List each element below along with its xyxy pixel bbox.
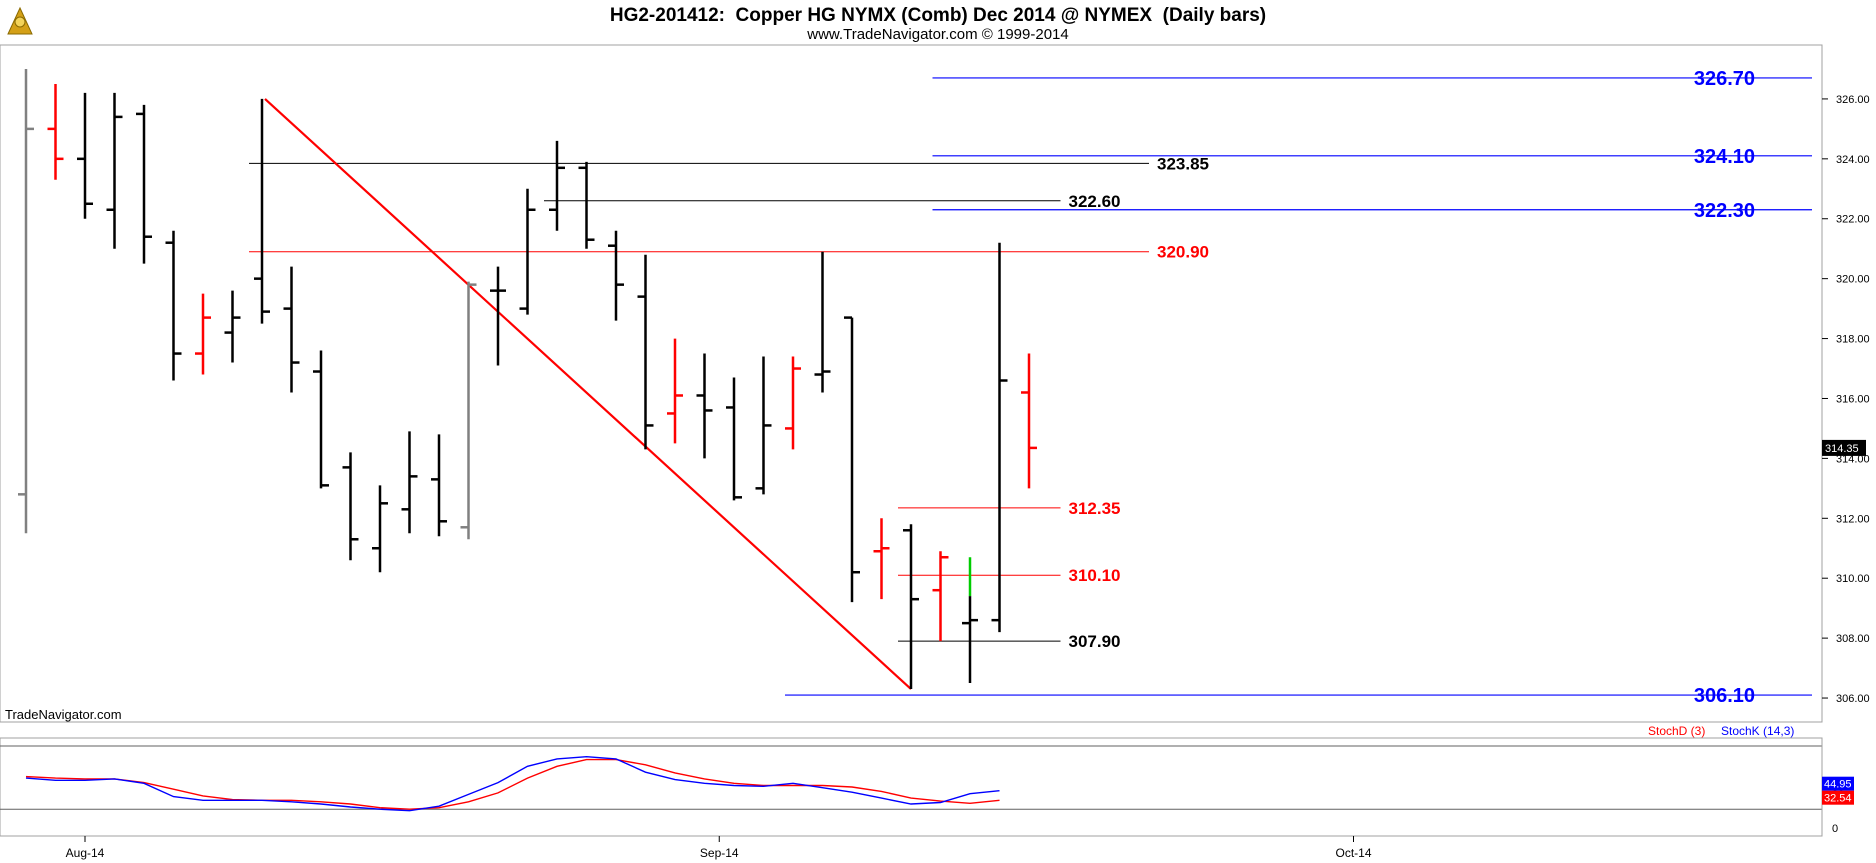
date-tick-label: Sep-14	[700, 846, 739, 860]
ohlc-bar	[195, 293, 211, 375]
ohlc-bar	[224, 290, 241, 363]
level-label: 326.70	[1694, 68, 1755, 90]
osc-tick-label: 0	[1832, 823, 1838, 835]
ohlc-bar	[18, 68, 34, 534]
level-label: 323.85	[1157, 154, 1209, 173]
price-tick-label: 326.00	[1836, 94, 1870, 106]
level-label: 324.10	[1694, 146, 1755, 168]
ohlc-bar	[372, 485, 388, 573]
ohlc-bar	[77, 92, 93, 219]
stochk-line	[25, 755, 1000, 812]
ohlc-bar	[342, 452, 359, 561]
ohlc-bar	[608, 230, 624, 321]
ohlc-bar	[460, 281, 477, 540]
ohlc-bar	[106, 92, 123, 249]
ohlc-bar	[637, 254, 654, 450]
ohlc-bar	[814, 251, 831, 393]
stochd-label: StochD (3)	[1648, 724, 1705, 738]
ohlc-bar	[254, 98, 270, 324]
ohlc-bar	[755, 356, 772, 495]
price-tick-label: 314.00	[1836, 453, 1870, 465]
ohlc-bar	[962, 557, 978, 684]
level-label: 306.10	[1694, 685, 1755, 707]
trendline	[264, 98, 912, 690]
level-label: 310.10	[1069, 566, 1121, 585]
ohlc-bar	[1021, 353, 1037, 489]
price-tick-label: 322.00	[1836, 214, 1870, 226]
ohlc-bar	[578, 161, 595, 249]
oscillator-panel	[0, 737, 1823, 837]
ohlc-bar	[696, 353, 713, 459]
level-lines: 326.70 324.10 322.30 306.10 323.85 322.60 320.…	[249, 68, 1812, 707]
price-bars	[18, 68, 1037, 690]
ohlc-bar	[932, 551, 949, 642]
last-price-value: 314.35	[1825, 443, 1859, 455]
ohlc-bar	[283, 266, 300, 393]
price-tick-label: 320.00	[1836, 274, 1870, 286]
price-tick-label: 312.00	[1836, 513, 1870, 525]
price-tick-label: 308.00	[1836, 633, 1870, 645]
price-tick-label: 324.00	[1836, 154, 1870, 166]
logo-icon	[4, 6, 36, 36]
ohlc-bar	[873, 518, 890, 600]
stochk-label: StochK (14,3)	[1721, 724, 1794, 738]
ohlc-bar	[165, 230, 182, 381]
ohlc-bar	[991, 242, 1008, 633]
stochk-tag	[1822, 776, 1854, 791]
price-tick-label: 316.00	[1836, 393, 1870, 405]
price-tick-label: 318.00	[1836, 334, 1870, 346]
level-label: 320.90	[1157, 243, 1209, 262]
ohlc-bar	[401, 431, 418, 534]
stochd-last-value: 32.54	[1824, 793, 1852, 805]
stochd-tag	[1822, 790, 1854, 805]
stochd-line	[25, 758, 1000, 810]
level-label: 312.35	[1069, 499, 1121, 518]
last-price-tag	[1822, 439, 1866, 456]
price-tick-label: 310.00	[1836, 573, 1870, 585]
chart-subtitle: www.TradeNavigator.com © 1999-2014	[806, 26, 1068, 43]
ohlc-bar	[726, 377, 742, 501]
ohlc-bar	[47, 83, 64, 180]
level-label: 307.90	[1069, 632, 1121, 651]
stochk-last-value: 44.95	[1824, 779, 1852, 791]
date-tick-label: Aug-14	[66, 846, 105, 860]
level-label: 322.60	[1069, 192, 1121, 211]
level-label: 322.30	[1694, 200, 1755, 222]
date-tick-label: Oct-14	[1335, 846, 1371, 860]
watermark: TradeNavigator.com	[5, 707, 122, 722]
ohlc-bar	[549, 140, 565, 231]
ohlc-bar	[667, 338, 683, 444]
ohlc-bar	[844, 316, 860, 603]
ohlc-bar	[519, 188, 536, 315]
ohlc-bar	[490, 266, 506, 366]
ohlc-bar	[136, 104, 152, 264]
ohlc-bar	[313, 350, 329, 489]
price-axis: 306.00 308.00 310.00 312.00 314.00 316.00 318.…	[1821, 45, 1870, 722]
ohlc-bar	[903, 524, 919, 690]
chart-title: HG2-201412: Copper HG NYMX (Comb) Dec 20…	[610, 5, 1266, 26]
trendline-layer	[264, 98, 912, 690]
ohlc-bar	[431, 434, 447, 537]
date-axis: Aug-14 Sep-14 Oct-14	[0, 835, 1822, 860]
price-tick-label: 306.00	[1836, 693, 1870, 705]
ohlc-bar	[785, 356, 801, 450]
